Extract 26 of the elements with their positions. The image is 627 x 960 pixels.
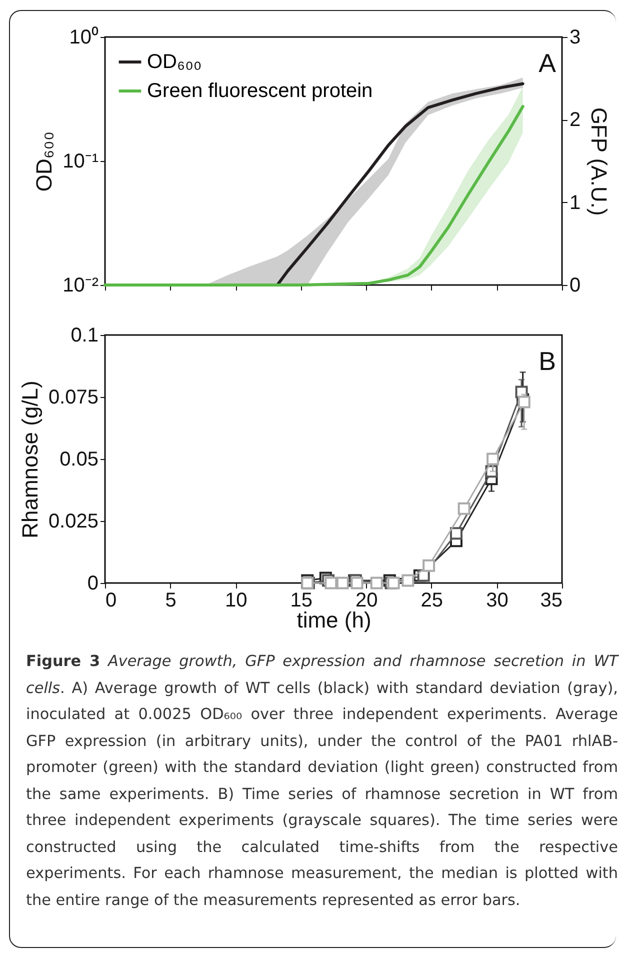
x-tick-label: 10 <box>224 590 248 612</box>
legend-label: Green fluorescent protein <box>147 80 373 102</box>
annotation: A <box>538 48 557 78</box>
x-tick-label: 25 <box>420 590 444 612</box>
x-tick-label: 5 <box>165 590 176 612</box>
x-tick-label: 0 <box>106 590 117 612</box>
y-tick-label: 0.025 <box>48 510 98 532</box>
y-tick-label: 0.1 <box>70 324 98 346</box>
y-tick-label: 0.075 <box>48 386 98 408</box>
y-tick-label: 0.05 <box>60 448 98 470</box>
x-tick-label: 30 <box>486 590 508 612</box>
y2-tick-label: 2 <box>570 109 581 132</box>
y-tick-label: 10⁻² <box>62 274 99 296</box>
y-tick-label: 0 <box>87 572 98 594</box>
y-tick-label: 10⁻¹ <box>62 150 99 172</box>
annotation: B <box>538 346 556 376</box>
y-tick-label: 10⁰ <box>69 26 98 48</box>
y2-axis-title: GFP (A.U.) <box>586 107 612 216</box>
text: Figure 3 Average growth, GFP expression and rhamnose secretion in WT cells. A) Average growth of WT cells (black) with standard deviation (gray), inoculated at 0.0025 OD₆₀₀ over three independent experiments. Average GFP expression (in arbitrary units), under the control of the PA01 rhlAB-promoter (green) with the standard deviation (light green) constructed from the same experiments. B) Time series of rhamnose secretion in WT from three independent experiments (grayscale squares). The time series were constructed using the calculated time-shifts from the respective experiments. For each rhamnose measurement, the median is plotted with the entire range of the measurements represented as error bars. <box>26 652 618 908</box>
y-axis-title: OD₆₀₀ <box>32 131 57 192</box>
y-axis-title: Rhamnose (g/L) <box>17 380 42 538</box>
y2-tick-label: 1 <box>570 192 581 214</box>
y2-tick-label: 0 <box>570 274 581 296</box>
x-tick-label: 35 <box>540 590 562 612</box>
y2-tick-label: 3 <box>570 26 581 48</box>
legend-label: OD₆₀₀ <box>147 51 202 73</box>
